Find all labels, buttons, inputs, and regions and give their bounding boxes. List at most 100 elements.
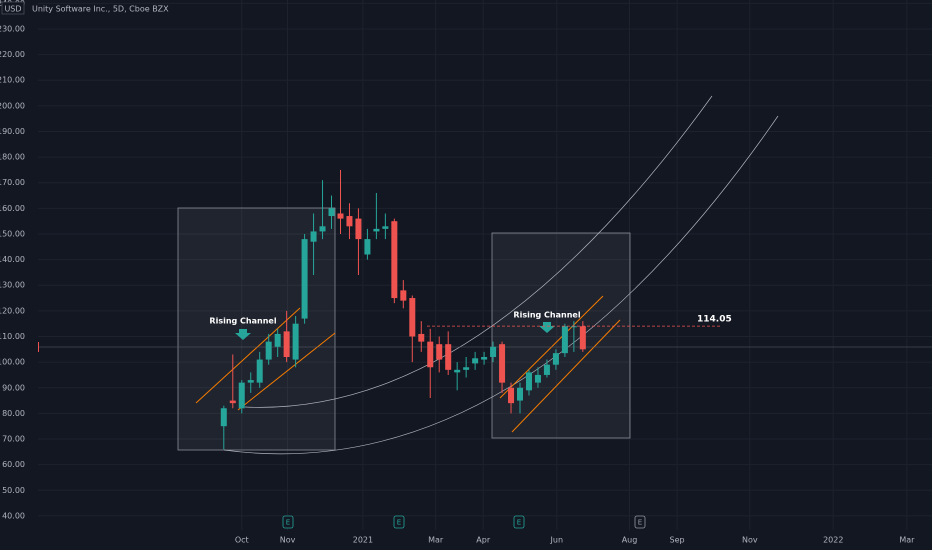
- candle-body: [517, 387, 524, 401]
- y-tick-label: 150.00: [0, 229, 25, 238]
- candle-body: [436, 344, 443, 360]
- y-tick-label: 130.00: [0, 281, 25, 290]
- candle-body: [490, 346, 497, 358]
- candle-body: [445, 344, 452, 370]
- y-tick-label: 160.00: [0, 204, 25, 213]
- y-tick-label: 170.00: [0, 178, 25, 187]
- curve: [244, 95, 713, 408]
- earnings-label: E: [638, 519, 642, 527]
- candle-body: [508, 387, 515, 404]
- arrow: [539, 322, 555, 333]
- curve: [223, 115, 779, 455]
- currency-box: [1, 1, 25, 15]
- earnings-label: E: [397, 519, 401, 527]
- x-tick-label: Mar: [899, 536, 915, 545]
- candle-body: [301, 239, 308, 319]
- y-tick-label: 80.00: [2, 409, 25, 418]
- candle-body: [400, 290, 407, 301]
- candle-body: [579, 326, 586, 350]
- y-tick-label: 220.00: [0, 50, 25, 59]
- earnings-marker: [634, 515, 646, 529]
- earnings-label: E: [517, 519, 521, 527]
- candle-body: [274, 333, 281, 347]
- candle-body: [391, 221, 398, 299]
- x-tick-label: 2022: [823, 536, 843, 545]
- y-tick-label: 40.00: [2, 511, 25, 520]
- candle-body: [229, 400, 236, 404]
- y-tick-label: 120.00: [0, 306, 25, 315]
- y-tick-label: 210.00: [0, 76, 25, 85]
- candle-body: [319, 226, 326, 232]
- y-tick-label: 110.00: [0, 332, 25, 341]
- candle-body: [409, 298, 416, 337]
- arrow: [235, 329, 251, 340]
- price-axis: [0, 0, 38, 530]
- candle-body: [463, 367, 470, 370]
- candle-body: [364, 239, 371, 255]
- box: [177, 207, 336, 451]
- candle-body: [346, 216, 353, 227]
- candle-body: [427, 341, 434, 368]
- candle-body: [454, 369, 461, 373]
- y-tick-label: 60.00: [2, 460, 25, 469]
- grid: [38, 0, 932, 530]
- x-tick-label: Nov: [280, 536, 296, 545]
- x-tick-label: Aug: [622, 536, 638, 545]
- annotation: Rising Channel: [209, 317, 276, 326]
- y-tick-label: 230.00: [0, 24, 25, 33]
- candle-body: [328, 208, 335, 217]
- earnings-marker: [282, 515, 294, 529]
- earnings-label: E: [286, 519, 290, 527]
- x-tick-label: Mar: [428, 536, 444, 545]
- x-tick-label: Oct: [235, 536, 249, 545]
- candle-body: [382, 226, 389, 229]
- candle-body: [265, 341, 272, 360]
- chart-title: Unity Software Inc., 5D, Cboe BZX: [32, 5, 169, 14]
- x-tick-label: Jun: [550, 536, 564, 545]
- y-tick-label: 200.00: [0, 101, 25, 110]
- candle-body: [292, 323, 299, 360]
- annotation: Rising Channel: [513, 311, 580, 320]
- axes: 40.00 50.00 60.00 70.00 80.00 90.00 100.00 110.…: [0, 0, 915, 545]
- y-tick-label: 180.00: [0, 153, 25, 162]
- candle-body: [355, 218, 362, 240]
- y-tick-label: 70.00: [2, 435, 25, 444]
- candle-body: [472, 358, 479, 364]
- candle-body: [499, 344, 506, 383]
- trend-line: [237, 332, 336, 411]
- candle-body: [373, 228, 380, 232]
- candle-body: [525, 372, 532, 391]
- candle-body: [481, 357, 488, 360]
- candle-body: [256, 359, 263, 383]
- y-tick-label: 100.00: [0, 358, 25, 367]
- x-tick-label: Apr: [476, 536, 491, 545]
- earnings-marker: [393, 515, 405, 529]
- y-tick-label: 90.00: [2, 383, 25, 392]
- y-tick-label: 50.00: [2, 486, 25, 495]
- candle-body: [337, 213, 344, 219]
- x-tick-label: 2021: [353, 536, 373, 545]
- candle-body: [561, 326, 568, 354]
- currency: USD: [4, 5, 21, 14]
- level-label: 114.05: [697, 315, 732, 325]
- box: [491, 232, 631, 439]
- candles: 114.05: [220, 169, 732, 450]
- candle-body: [247, 380, 254, 383]
- earnings-marker: [513, 515, 525, 529]
- x-tick-label: Nov: [742, 536, 758, 545]
- candle-body: [543, 364, 550, 375]
- candle-body: [418, 333, 425, 342]
- trend-line: [511, 319, 621, 433]
- candle-body: [570, 326, 577, 328]
- y-tick-label: 140.00: [0, 255, 25, 264]
- candle-body: [220, 408, 227, 427]
- candle-body: [238, 382, 245, 409]
- candle-body: [283, 331, 290, 358]
- candle-body: [534, 374, 541, 383]
- x-tick-label: Sep: [670, 536, 685, 545]
- candle-body: [552, 353, 559, 365]
- candle-body: [310, 231, 317, 242]
- y-tick-label: 190.00: [0, 127, 25, 136]
